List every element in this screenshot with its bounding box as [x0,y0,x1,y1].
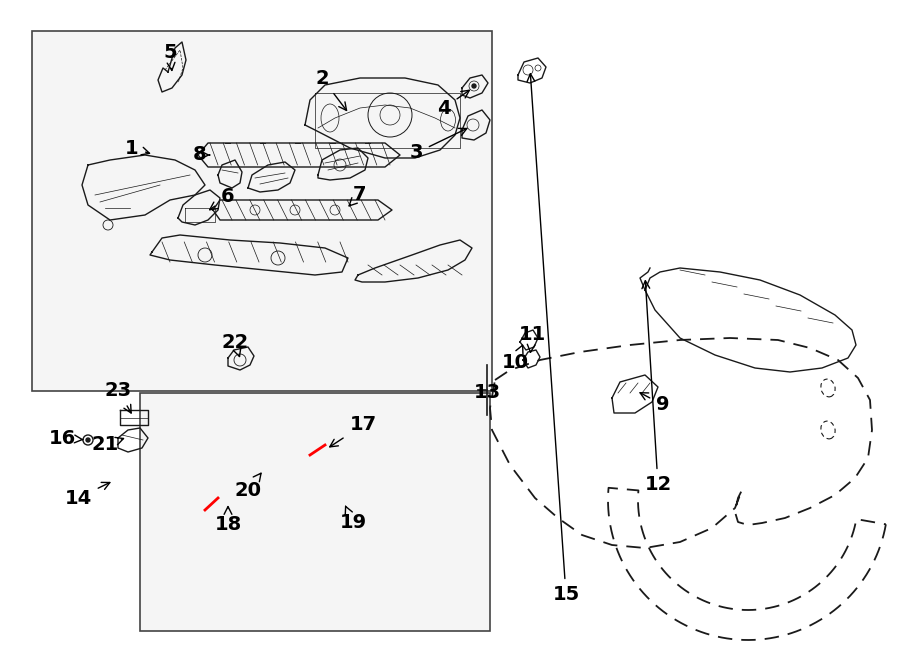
Text: 14: 14 [65,483,110,508]
Text: 1: 1 [125,139,149,157]
Text: 23: 23 [104,381,131,413]
Text: 9: 9 [640,393,670,414]
Bar [32,31,492,391]
Text: 19: 19 [339,506,366,533]
Text: 5: 5 [163,42,176,71]
Text: 11: 11 [518,325,545,352]
Bar [140,393,490,631]
Text: 20: 20 [235,473,262,500]
Text: 17: 17 [329,416,376,447]
Text: 18: 18 [214,506,241,535]
Text: 10: 10 [501,345,528,371]
Circle shape [86,438,90,442]
Text: 21: 21 [92,436,123,455]
Text: 8: 8 [194,145,210,165]
Text: 4: 4 [437,91,469,118]
Text: 22: 22 [221,334,248,356]
Text: 15: 15 [527,74,580,605]
Text: 16: 16 [49,428,83,447]
Text: 13: 13 [473,383,500,401]
Text: 3: 3 [410,128,467,163]
Text: 6: 6 [210,188,235,210]
Text: 7: 7 [349,186,367,206]
Text: 2: 2 [315,69,346,110]
Circle shape [472,84,476,88]
Text: 12: 12 [642,281,671,494]
